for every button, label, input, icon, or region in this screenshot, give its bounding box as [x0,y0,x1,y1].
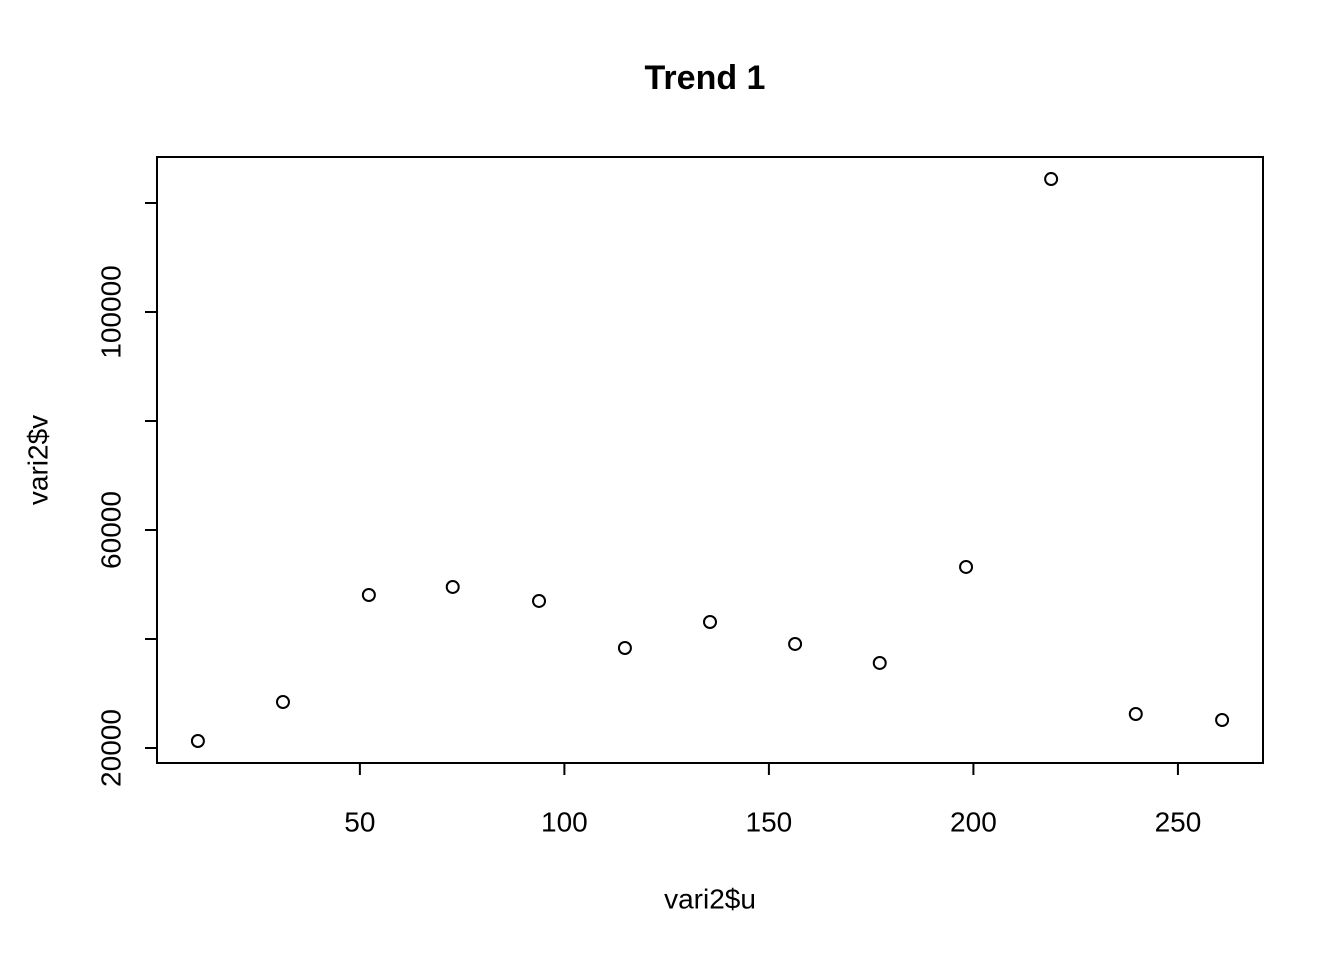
point [445,579,460,594]
point [1215,712,1230,727]
point [703,614,717,629]
x-tick-label: 250 [1155,806,1202,837]
point [532,593,547,608]
point [190,733,205,748]
y-axis-label: vari2$v [22,415,53,505]
x-tick-label: 50 [344,806,375,837]
x-tick-label: 200 [950,806,997,837]
x-axis-label: vari2$u [664,883,756,914]
point [617,640,632,655]
y-tick-label: 20000 [95,709,126,787]
chart-title: Trend 1 [645,59,766,97]
point [1044,172,1059,187]
y-tick-label: 100000 [95,265,126,358]
point [275,695,290,710]
x-tick-label: 100 [541,806,588,837]
point [872,655,887,670]
point [788,636,803,651]
x-tick-label: 150 [746,806,793,837]
point [361,587,376,602]
plot-box [156,156,1264,764]
point [959,559,974,574]
point [1128,706,1143,721]
y-tick-label: 60000 [95,491,126,569]
